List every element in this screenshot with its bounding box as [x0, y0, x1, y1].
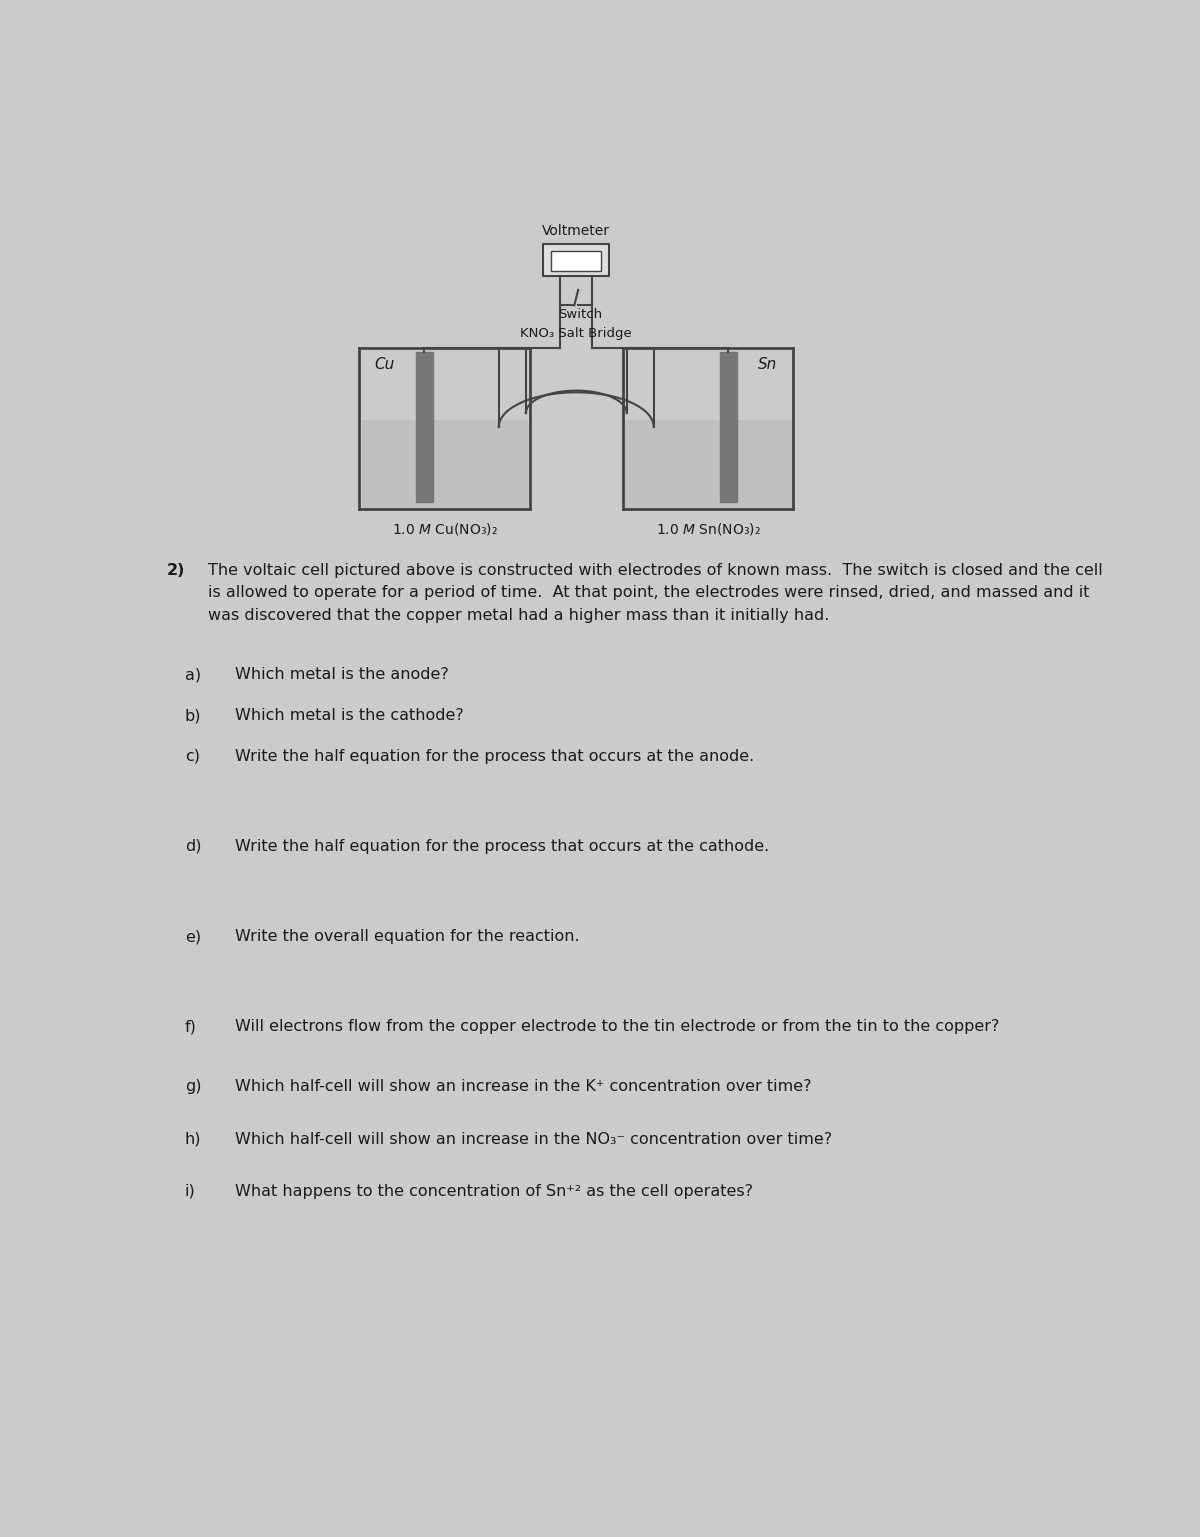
- Text: Which metal is the anode?: Which metal is the anode?: [235, 667, 449, 682]
- Text: Switch: Switch: [558, 309, 602, 321]
- Text: Which half-cell will show an increase in the K⁺ concentration over time?: Which half-cell will show an increase in…: [235, 1079, 811, 1094]
- FancyBboxPatch shape: [544, 244, 610, 277]
- Text: a): a): [185, 667, 202, 682]
- Text: The voltaic cell pictured above is constructed with electrodes of known mass.  T: The voltaic cell pictured above is const…: [208, 563, 1103, 622]
- FancyBboxPatch shape: [551, 252, 601, 271]
- Text: Will electrons flow from the copper electrode to the tin electrode or from the t: Will electrons flow from the copper elec…: [235, 1019, 1000, 1034]
- Text: Sn: Sn: [758, 357, 778, 372]
- Text: 1.0 $\it{M}$ Sn(NO₃)₂: 1.0 $\it{M}$ Sn(NO₃)₂: [655, 521, 761, 536]
- Text: Which metal is the cathode?: Which metal is the cathode?: [235, 709, 464, 722]
- Text: f): f): [185, 1019, 197, 1034]
- Text: e): e): [185, 928, 202, 944]
- Text: i): i): [185, 1183, 196, 1199]
- Text: Write the half equation for the process that occurs at the cathode.: Write the half equation for the process …: [235, 839, 769, 855]
- Text: 2): 2): [167, 563, 186, 578]
- Text: Cu: Cu: [374, 357, 395, 372]
- Text: Which half-cell will show an increase in the NO₃⁻ concentration over time?: Which half-cell will show an increase in…: [235, 1131, 833, 1147]
- Text: d): d): [185, 839, 202, 855]
- Text: Voltmeter: Voltmeter: [542, 223, 611, 238]
- Text: KNO₃ Salt Bridge: KNO₃ Salt Bridge: [521, 327, 632, 340]
- Bar: [720, 352, 737, 501]
- Text: What happens to the concentration of Sn⁺² as the cell operates?: What happens to the concentration of Sn⁺…: [235, 1183, 754, 1199]
- Bar: [415, 352, 432, 501]
- Text: Write the half equation for the process that occurs at the anode.: Write the half equation for the process …: [235, 749, 755, 764]
- Bar: [361, 421, 528, 507]
- Text: c): c): [185, 749, 200, 764]
- Text: h): h): [185, 1131, 202, 1147]
- Text: b): b): [185, 709, 202, 722]
- Bar: [625, 421, 791, 507]
- Text: Write the overall equation for the reaction.: Write the overall equation for the react…: [235, 928, 580, 944]
- Text: 1.0 $\it{M}$ Cu(NO₃)₂: 1.0 $\it{M}$ Cu(NO₃)₂: [391, 521, 497, 536]
- Text: g): g): [185, 1079, 202, 1094]
